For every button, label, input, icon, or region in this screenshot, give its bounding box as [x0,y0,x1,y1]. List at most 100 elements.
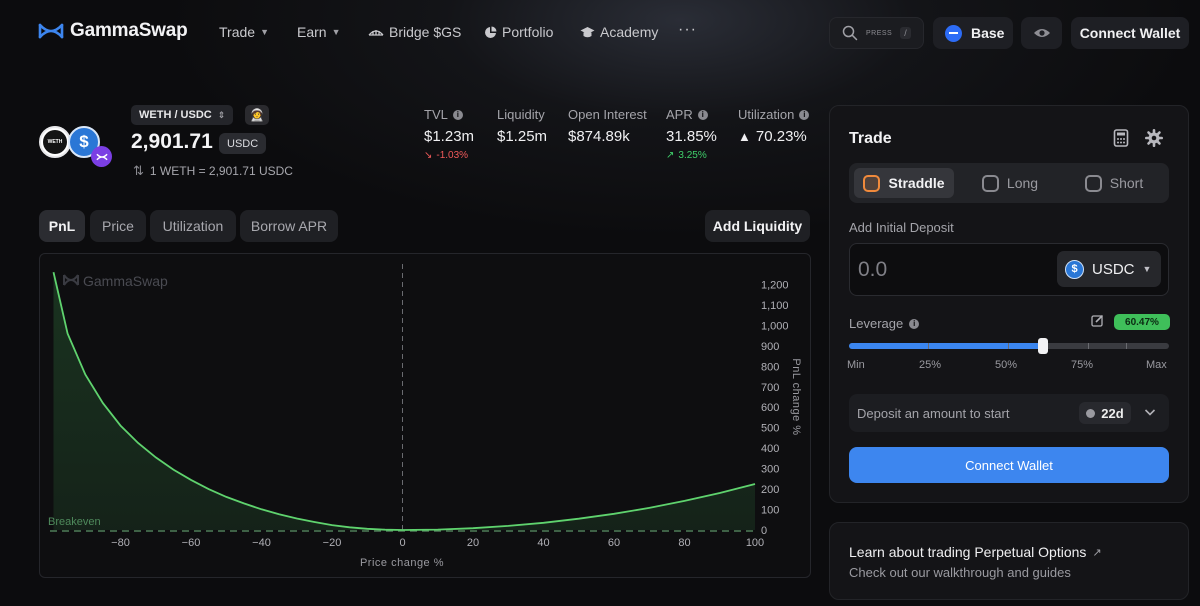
add-liquidity-button[interactable]: Add Liquidity [705,210,810,242]
nav-more-button[interactable]: ··· [678,21,697,38]
pair-selector[interactable]: WETH / USDC ⇕ [131,105,234,125]
chevron-down-icon[interactable] [1144,405,1156,423]
info-icon[interactable]: i [452,109,463,120]
mode-short-button[interactable]: Short [1064,168,1164,198]
mode-long-button[interactable]: Long [960,168,1060,198]
stat-utilization-value: 70.23% [755,128,807,145]
slider-tick [1126,343,1127,349]
tab-utilization[interactable]: Utilization [150,210,236,242]
y-tick-label: 1,200 [761,279,789,291]
base-network-icon [945,24,962,42]
slider-tick [1088,343,1089,349]
pnl-chart[interactable]: GammaSwap Breakeven −80 −60 −40 −20 0 20 40 60 80 1… [39,253,811,578]
mode-straddle-label: Straddle [888,175,945,191]
y-tick-label: 1,100 [761,300,789,312]
x-tick-label: 60 [608,537,620,549]
straddle-icon [863,174,881,192]
info-icon[interactable]: i [909,318,920,329]
settings-gear-icon[interactable] [1144,128,1164,152]
x-tick-label: 20 [467,537,479,549]
stat-apr-label: APR [666,107,693,122]
slider-label-25: 25% [919,359,942,371]
mode-straddle-button[interactable]: Straddle [854,168,954,198]
deposit-info-text: Deposit an amount to start [857,406,1010,421]
stat-open-interest-value: $874.89k [568,128,630,145]
trade-panel-title: Trade [849,130,892,147]
mode-long-label: Long [1006,175,1039,191]
x-tick-label: 80 [678,537,690,549]
learn-card[interactable] [829,522,1189,600]
y-tick-label: 400 [761,443,779,455]
stat-tvl-label: TVL [424,107,448,122]
slider-label-min: Min [847,359,865,371]
leverage-slider-handle[interactable] [1037,338,1048,354]
trader-avatar-icon[interactable]: 🧑‍🚀 [245,105,269,125]
stat-apr-change: 3.25% [678,150,707,161]
nav-trade[interactable]: Trade ▼ [219,24,269,40]
stat-open-interest: Open Interest $874.89k [568,107,647,145]
stat-open-interest-label: Open Interest [568,107,647,122]
y-axis-label: PnL change % [790,358,802,435]
swap-arrows-icon: ⇅ [133,163,144,178]
nav-earn[interactable]: Earn ▼ [297,24,341,40]
stat-apr-value: 31.85% [666,128,717,145]
search-hint: PRESS [866,29,893,37]
leverage-slider-fill [849,343,1043,349]
pnl-line [52,271,756,531]
info-icon[interactable]: i [697,109,708,120]
tab-borrow-apr[interactable]: Borrow APR [240,210,338,242]
nav-academy[interactable]: Academy [580,24,658,40]
pair-name: WETH / USDC [139,109,212,121]
nav-bridge[interactable]: Bridge $GS [368,24,461,40]
visibility-toggle-button[interactable] [1021,17,1062,49]
info-icon[interactable]: i [799,109,810,120]
y-tick-label: 100 [761,505,779,517]
price-unit-badge[interactable]: USDC [219,133,267,154]
brand-logo[interactable]: GammaSwap [38,20,188,42]
breakeven-label: Breakeven [48,516,101,528]
stat-liquidity: Liquidity $1.25m [497,107,547,145]
deposit-token-selector[interactable]: $ USDC ▼ [1057,251,1161,287]
learn-title-row[interactable]: Learn about trading Perpetual Options ↗ [849,544,1102,560]
x-tick-label: −60 [182,537,201,549]
slider-tick [1008,343,1009,349]
x-tick-label: 0 [399,537,405,549]
calculator-icon[interactable] [1113,129,1129,152]
weth-token-icon: WETH [39,126,71,158]
learn-subtitle: Check out our walkthrough and guides [849,565,1071,580]
gammaswap-protocol-icon [91,146,112,167]
short-icon [1084,174,1102,192]
slider-label-75: 75% [1071,359,1094,371]
y-tick-label: 500 [761,423,779,435]
clock-icon [1086,408,1096,418]
stat-utilization: Utilization i ▲ 70.23% [738,107,810,145]
deposit-amount-input[interactable]: 0.0 [858,258,888,281]
y-tick-label: 900 [761,341,779,353]
x-tick-label: 40 [537,537,549,549]
eye-icon [1033,29,1050,37]
edit-icon[interactable] [1091,314,1104,332]
warning-icon: ▲ [738,129,751,144]
y-tick-label: 300 [761,464,779,476]
x-tick-label: −20 [323,537,342,549]
pie-chart-icon [485,26,497,38]
trend-up-icon: ↗ [666,150,675,161]
y-tick-label: 1,000 [761,320,789,332]
updown-chevron-icon: ⇕ [217,109,226,120]
network-selector[interactable]: Base [933,17,1013,49]
tab-price[interactable]: Price [90,210,146,242]
nav-portfolio[interactable]: Portfolio [484,24,553,40]
y-tick-label: 700 [761,382,779,394]
connect-wallet-header-button[interactable]: Connect Wallet [1071,17,1189,49]
connect-wallet-trade-button[interactable]: Connect Wallet [849,447,1169,483]
y-tick-label: 600 [761,402,779,414]
duration-badge[interactable]: 22d [1079,402,1131,424]
pair-price: 2,901.71 [131,130,213,153]
tab-pnl[interactable]: PnL [39,210,85,242]
search-button[interactable]: PRESS / [829,17,924,49]
leverage-label-row: Leverage i [849,316,920,331]
bridge-icon [368,30,384,36]
exchange-rate[interactable]: ⇅ 1 WETH = 2,901.71 USDC [133,163,293,179]
stat-tvl-change: -1.03% [436,150,469,161]
slider-label-max: Max [1146,359,1167,371]
